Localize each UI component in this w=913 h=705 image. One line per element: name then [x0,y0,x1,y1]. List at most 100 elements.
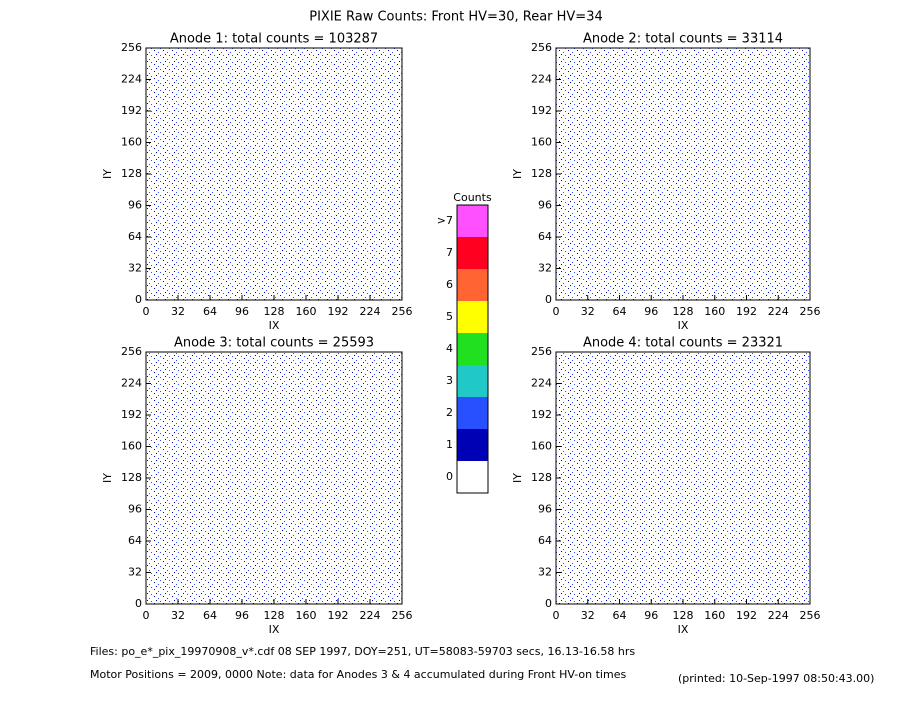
page-title: PIXIE Raw Counts: Front HV=30, Rear HV=3… [309,10,603,25]
y-tick-label: 0 [545,293,552,306]
y-tick-label: 192 [121,104,142,117]
y-axis-label: IY [511,473,524,483]
panel-title: Anode 1: total counts = 103287 [170,32,378,47]
x-tick-label: 32 [581,305,595,318]
y-tick-label: 128 [121,471,142,484]
y-tick-label: 0 [135,293,142,306]
y-axis-label: IY [101,169,114,179]
y-tick-label: 224 [531,377,552,390]
panel-title: Anode 2: total counts = 33114 [583,32,783,47]
x-tick-label: 96 [644,305,658,318]
x-tick-label: 160 [296,305,317,318]
y-tick-label: 192 [531,104,552,117]
x-tick-label: 96 [235,305,249,318]
y-tick-label: 64 [128,230,142,243]
x-tick-label: 32 [171,609,185,622]
colorbar-label: 4 [446,342,453,355]
footer-files: Files: po_e*_pix_19970908_v*.cdf 08 SEP … [90,645,635,658]
y-tick-label: 96 [538,199,552,212]
x-tick-label: 0 [553,609,560,622]
y-axis-label: IY [101,473,114,483]
y-tick-label: 64 [538,230,552,243]
y-tick-label: 192 [531,408,552,421]
plot-area [145,351,403,605]
x-axis-label: IX [269,623,280,636]
y-tick-label: 32 [538,566,552,579]
y-tick-label: 96 [128,199,142,212]
y-tick-label: 0 [545,597,552,610]
x-tick-label: 256 [800,609,821,622]
x-tick-label: 128 [264,609,285,622]
x-tick-label: 128 [673,609,694,622]
plot-area [145,47,403,301]
x-tick-label: 64 [203,305,217,318]
x-tick-label: 64 [613,609,627,622]
y-tick-label: 32 [538,262,552,275]
y-tick-label: 224 [121,377,142,390]
colorbar-label: 5 [446,310,453,323]
y-tick-label: 64 [128,534,142,547]
colorbar-swatch [457,397,488,429]
colorbar-label: 0 [446,470,453,483]
colorbar-swatch [457,205,488,237]
x-tick-label: 192 [736,305,757,318]
x-axis-label: IX [678,623,689,636]
x-tick-label: 256 [800,305,821,318]
colorbar-label: 2 [446,406,453,419]
footer-motor: Motor Positions = 2009, 0000 Note: data … [90,668,626,681]
footer-printed: (printed: 10-Sep-1997 08:50:43.00) [678,672,874,685]
colorbar-swatch [457,237,488,269]
x-tick-label: 160 [704,305,725,318]
x-tick-label: 224 [360,305,381,318]
x-tick-label: 96 [235,609,249,622]
y-tick-label: 256 [121,345,142,358]
x-tick-label: 224 [768,305,789,318]
x-tick-label: 0 [553,305,560,318]
x-tick-label: 64 [203,609,217,622]
x-axis-label: IX [678,319,689,332]
y-tick-label: 96 [538,503,552,516]
y-tick-label: 128 [121,167,142,180]
x-tick-label: 160 [704,609,725,622]
x-tick-label: 128 [673,305,694,318]
y-tick-label: 256 [531,41,552,54]
colorbar-swatch [457,429,488,461]
colorbar-swatch [457,461,488,493]
x-tick-label: 128 [264,305,285,318]
plot-area [555,47,811,301]
x-tick-label: 0 [143,305,150,318]
x-tick-label: 256 [392,305,413,318]
colorbar-swatch [457,333,488,365]
x-tick-label: 256 [392,609,413,622]
y-tick-label: 160 [531,136,552,149]
y-tick-label: 64 [538,534,552,547]
x-tick-label: 32 [581,609,595,622]
x-tick-label: 32 [171,305,185,318]
plot-area [555,351,811,605]
x-tick-label: 192 [328,305,349,318]
x-tick-label: 64 [613,305,627,318]
y-tick-label: 128 [531,167,552,180]
y-tick-label: 128 [531,471,552,484]
colorbar-swatch [457,365,488,397]
x-tick-label: 192 [736,609,757,622]
y-tick-label: 32 [128,566,142,579]
colorbar-label: 7 [446,246,453,259]
colorbar-label: 1 [446,438,453,451]
x-tick-label: 224 [360,609,381,622]
colorbar-label: 6 [446,278,453,291]
y-tick-label: 256 [121,41,142,54]
y-tick-label: 0 [135,597,142,610]
y-tick-label: 160 [121,136,142,149]
panel-title: Anode 3: total counts = 25593 [174,336,374,351]
x-axis-label: IX [269,319,280,332]
x-tick-label: 96 [644,609,658,622]
colorbar-label: 3 [446,374,453,387]
colorbar-title: Counts [453,191,492,204]
colorbar-swatch [457,301,488,333]
x-tick-label: 192 [328,609,349,622]
y-tick-label: 160 [531,440,552,453]
x-tick-label: 160 [296,609,317,622]
x-tick-label: 0 [143,609,150,622]
